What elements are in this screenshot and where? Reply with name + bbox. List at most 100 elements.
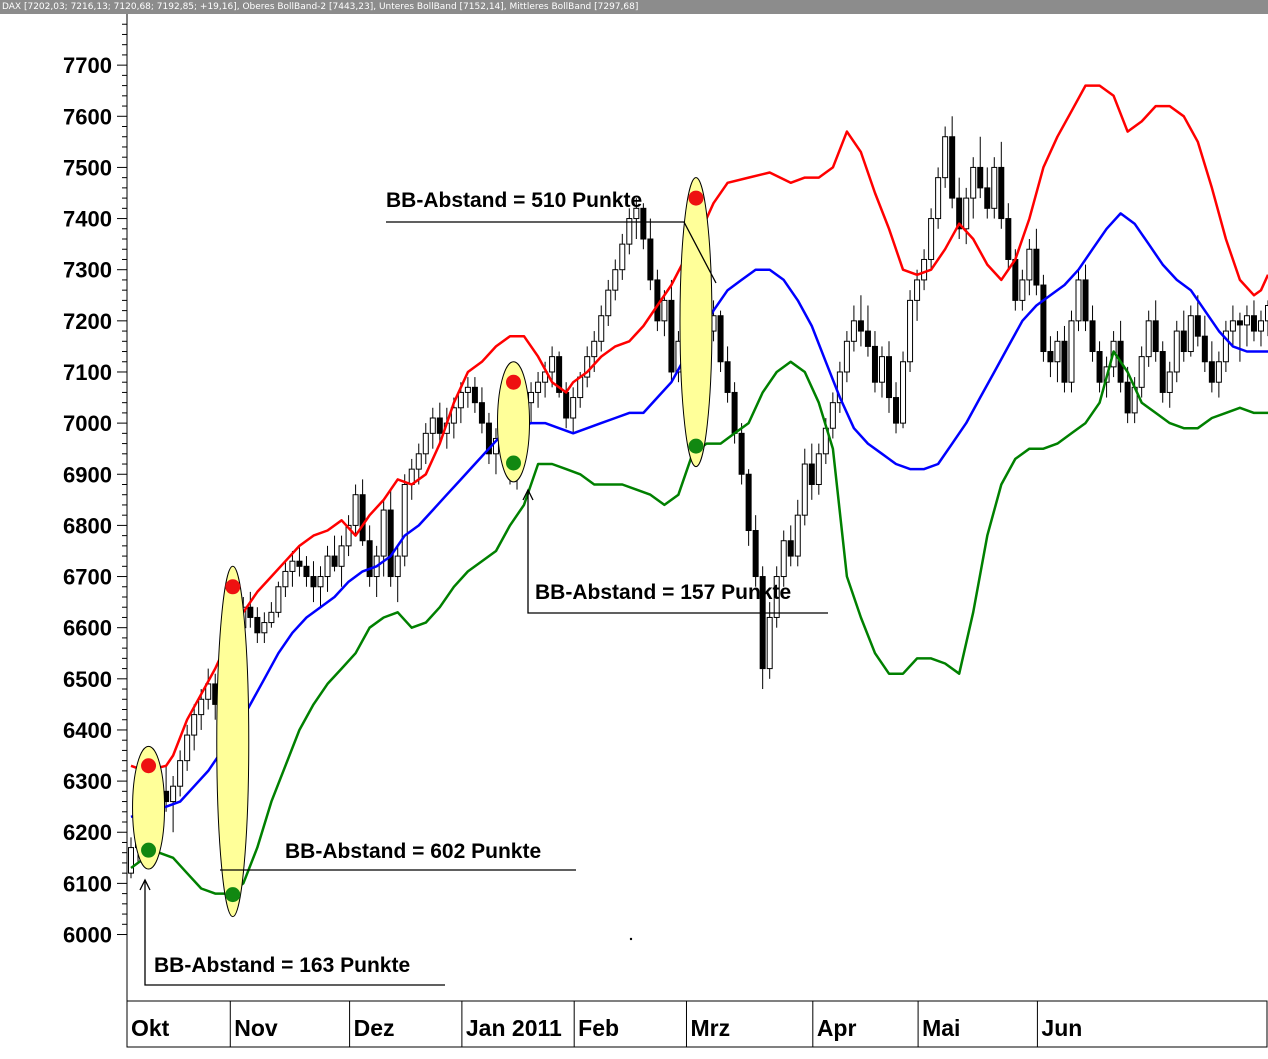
highlight-ellipse [497, 361, 531, 483]
lower-band-dot [225, 887, 241, 903]
candle-body-down [1040, 284, 1047, 353]
candle [626, 208, 633, 255]
y-tick-label: 6100 [63, 871, 112, 896]
candle-body-down [893, 397, 900, 424]
annotation: BB-Abstand = 157 Punkte [522, 488, 828, 614]
candle-body-up [457, 391, 464, 409]
y-tick-label: 6200 [63, 820, 112, 845]
candle-body-down [864, 330, 871, 347]
y-tick-label: 6800 [63, 513, 112, 538]
candle-body-down [998, 166, 1005, 220]
candle [1180, 310, 1187, 362]
candle [254, 607, 261, 644]
candle [864, 305, 871, 357]
candle-body-down [745, 473, 752, 532]
candle-body-up [394, 555, 401, 578]
candle [1075, 269, 1082, 332]
candle [1215, 351, 1222, 398]
candle [1208, 341, 1215, 393]
candle-body-down [886, 356, 892, 399]
candle-body-up [801, 463, 808, 516]
y-axis: 6000 6100 6200 6300 6400 6500 6600 6700 6800 6900… [63, 14, 128, 1001]
candle [787, 525, 794, 567]
y-tick-label: 6600 [63, 616, 112, 641]
candle-body-up [878, 356, 885, 383]
candle [1019, 269, 1026, 311]
candle [1047, 336, 1054, 378]
candle [1033, 228, 1040, 296]
candle-body-up [1054, 340, 1061, 363]
candle-body-down [1082, 279, 1089, 322]
candle [843, 331, 850, 383]
candle [808, 443, 815, 500]
candle [380, 499, 387, 577]
candle [914, 269, 921, 321]
candle-body-up [928, 218, 935, 260]
candle-body-up [914, 279, 921, 301]
x-tick-label: Jun [1041, 1015, 1082, 1041]
candle-body-down [436, 417, 443, 434]
x-tick-label: Feb [578, 1015, 619, 1041]
candle [850, 305, 857, 352]
candle-body-up [598, 315, 605, 342]
candle-body-down [1236, 320, 1243, 326]
candle-body-up [1019, 279, 1026, 301]
candle [1096, 341, 1103, 393]
candle [949, 116, 956, 209]
lower-band-dot [688, 438, 704, 454]
candle [310, 561, 317, 603]
candle [1089, 305, 1096, 362]
candle-body-up [591, 340, 598, 358]
candle [836, 361, 843, 413]
candle [780, 530, 787, 587]
candle-body-up [577, 376, 584, 399]
candle [773, 566, 780, 628]
annotation-leader [527, 490, 828, 614]
candle-body-up [935, 177, 942, 220]
upper-band-dot [688, 190, 704, 206]
candle [717, 310, 724, 372]
candle [415, 443, 422, 485]
candle [752, 515, 759, 587]
candle-body-up [661, 299, 668, 322]
candle [1265, 300, 1268, 337]
candle-body-down [808, 463, 815, 485]
candle [584, 346, 591, 388]
candle-body-up [289, 560, 296, 572]
candle-body-up [991, 166, 998, 209]
candle-body-down [478, 402, 485, 424]
candle [1061, 325, 1068, 393]
candle [1159, 341, 1166, 403]
upper-band-dot [506, 374, 522, 390]
candle [1152, 300, 1159, 362]
annotation-label: BB-Abstand = 510 Punkte [386, 189, 642, 212]
candle-body-up [415, 453, 422, 470]
candle-body-up [1068, 320, 1075, 383]
candle [598, 305, 605, 352]
candle-body-up [177, 760, 184, 787]
y-tick-label: 7300 [63, 258, 112, 283]
candle-body-up [275, 586, 282, 613]
candle-body-up [970, 166, 977, 199]
candle [801, 448, 808, 526]
candle [261, 612, 268, 644]
candle [1222, 320, 1229, 372]
candle [794, 499, 801, 567]
candle-body-up [268, 611, 275, 624]
upper-band-dot [225, 579, 241, 595]
candle [401, 474, 408, 567]
candle-body-down [556, 356, 563, 393]
x-tick-label: Mai [922, 1015, 960, 1041]
candle-body-up [282, 570, 289, 588]
candle [303, 556, 310, 587]
candle-body-down [471, 386, 478, 404]
x-tick-label: Jan 2011 [466, 1015, 562, 1041]
candle [970, 157, 977, 219]
y-tick-label: 7200 [63, 309, 112, 334]
candle-body-down [759, 576, 766, 670]
candle [535, 371, 542, 408]
candle [886, 341, 892, 413]
candle-body-up [605, 289, 612, 317]
candle [935, 167, 942, 229]
